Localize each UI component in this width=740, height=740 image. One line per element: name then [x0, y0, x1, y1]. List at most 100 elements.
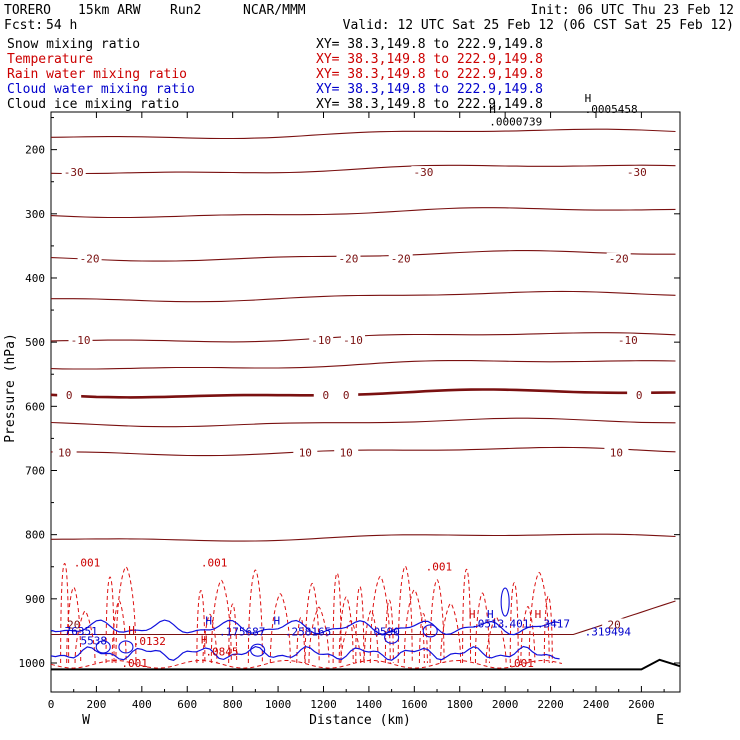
cloud-water-label: .319494	[585, 625, 632, 638]
rain-label: .001	[74, 557, 101, 570]
x-tick-label: 2000	[492, 698, 519, 711]
rain-contour-base	[50, 659, 563, 669]
y-tick-label: 600	[25, 400, 45, 413]
isotherm-label-bg	[334, 446, 359, 459]
valid-time: Valid: 12 UTC Sat 25 Feb 12 (06 CST Sat …	[343, 18, 734, 33]
rain-contour	[355, 586, 365, 664]
rain-contour	[462, 568, 472, 664]
cloud-water-cell	[384, 630, 400, 644]
isotherm-label-bg	[341, 334, 366, 347]
isotherm-label: 0	[343, 389, 350, 402]
rain-label: H	[201, 634, 208, 647]
rain-contour	[528, 572, 550, 664]
rain-label: .001	[201, 557, 228, 570]
isotherm-label: 0	[636, 389, 643, 402]
isotherm-label: 0	[322, 389, 329, 402]
rain-contour	[60, 563, 70, 664]
rain-contour	[403, 589, 425, 664]
field-legend: Snow mixing ratio XY= 38.3,149.8 to 222.9…	[7, 37, 543, 112]
isotherm-label-bg	[77, 252, 102, 265]
rain-contour	[304, 582, 320, 664]
rain-label: .001	[121, 657, 147, 670]
ice-max-label: .0005458	[585, 103, 638, 116]
isotherm-label: -10	[311, 334, 331, 347]
isotherm-label-bg	[61, 166, 86, 179]
isotherm-label-bg	[57, 388, 82, 401]
legend-field-name: Cloud water mixing ratio	[7, 82, 195, 97]
isotherm-label: 20	[608, 618, 621, 631]
cloud-water-label: .0513	[471, 618, 504, 631]
isotherm-label: 10	[340, 447, 353, 460]
isotherm-label-bg	[411, 166, 436, 179]
isotherm-line	[50, 164, 676, 175]
isotherm-line	[50, 388, 676, 399]
rain-contour	[418, 613, 428, 664]
rain-contour	[429, 579, 445, 664]
x-tick-label: 2200	[537, 698, 564, 711]
isotherm-label-bg	[68, 334, 93, 347]
isotherm-label: -30	[64, 166, 84, 179]
isotherm-line	[51, 600, 676, 636]
x-tick-label: 1600	[401, 698, 428, 711]
rain-contour	[74, 610, 96, 664]
axes: 0 200 400 600 800 10 0 0 1200 1400 1600 1800 2000 220…	[19, 111, 681, 711]
model-config: 15km ARW	[78, 3, 141, 18]
rain-contour	[210, 579, 232, 664]
x-tick-label: 1200	[310, 698, 337, 711]
model-name: TORERO	[4, 3, 51, 18]
isotherm-line	[50, 207, 676, 219]
cloud-water-label: H	[205, 614, 212, 627]
rain-contour	[474, 592, 490, 664]
legend-field-xy: XY= 38.3,149.8 to 222.9,149.8	[316, 37, 543, 52]
isotherm-label-bg	[627, 388, 652, 401]
isotherm-label-bg	[388, 252, 413, 265]
cloud-water-label: H	[274, 614, 281, 627]
ice-max-label: H	[585, 92, 592, 105]
isotherm-label-bg	[334, 388, 359, 401]
rain-label: H	[128, 624, 135, 637]
rain-contour	[520, 606, 536, 664]
rain-contour	[543, 595, 553, 664]
legend-field-xy: XY= 38.3,149.8 to 222.9,149.8	[316, 67, 543, 82]
rain-contour	[369, 575, 391, 664]
isotherm-label: 10	[58, 447, 71, 460]
isotherm-label: 10	[299, 447, 312, 460]
forecast-label: Fcst:	[4, 18, 43, 33]
isotherm-line	[51, 290, 676, 303]
run-label: Run2	[170, 3, 201, 18]
cloud-water-label: .175687	[219, 625, 265, 638]
y-tick-label: 400	[25, 272, 45, 285]
isotherm-label: -20	[80, 253, 100, 266]
cloud-water-label: .3417	[537, 618, 570, 631]
x-tick-label: 1800	[446, 698, 473, 711]
y-tick-label: 500	[25, 336, 45, 349]
rain-contour	[485, 616, 507, 664]
isotherm-label: -30	[413, 166, 433, 179]
rain-label: H	[469, 608, 476, 621]
isotherm-label-bg	[336, 252, 361, 265]
x-tick-label: 1400	[356, 698, 383, 711]
rain-contour	[338, 596, 354, 664]
x-tick-label: 600	[177, 698, 197, 711]
rain-water-contours	[50, 563, 563, 669]
cloud-water-label: 5538	[81, 634, 108, 647]
y-axis-label: Pressure (hPa)	[3, 333, 18, 443]
isotherm-line	[51, 446, 676, 457]
rain-label: H	[535, 608, 542, 621]
isotherm-label: -10	[618, 334, 638, 347]
isotherm-label: -20	[391, 253, 411, 266]
isotherm-label: -10	[71, 334, 91, 347]
rain-contour	[340, 620, 362, 664]
isotherm-label-bg	[52, 446, 77, 459]
legend-field-xy: XY= 38.3,149.8 to 222.9,149.8	[316, 52, 543, 67]
isotherm-line	[50, 417, 676, 428]
x-tick-label: 200	[86, 698, 106, 711]
rain-contour	[228, 603, 238, 664]
isotherm-label-bg	[293, 446, 318, 459]
rain-contour	[196, 589, 206, 664]
isotherm-label-bg	[624, 166, 649, 179]
x-tick-label: 800	[223, 698, 243, 711]
forecast-hour: 54 h	[46, 18, 77, 33]
west-end-label: W	[82, 713, 90, 728]
